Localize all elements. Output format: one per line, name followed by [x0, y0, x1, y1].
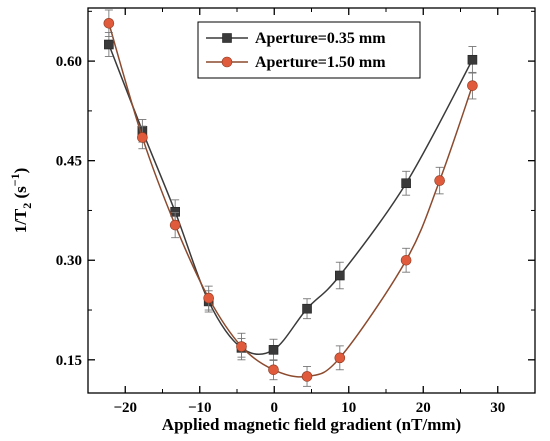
data-point-circle [400, 254, 412, 266]
x-tick-label: 10 [341, 400, 356, 416]
data-point-square [104, 39, 114, 50]
data-point-circle [334, 352, 346, 364]
fit-curve [108, 44, 474, 356]
legend-marker-circle [221, 56, 233, 68]
data-point-circle [203, 292, 214, 304]
x-tick-label: 0 [271, 400, 279, 416]
y-tick-label: 0.60 [56, 54, 82, 70]
y-tick-label: 0.30 [56, 253, 82, 269]
x-tick-label: 30 [490, 400, 505, 416]
data-point-circle [467, 80, 478, 91]
y-axis-title: 1/T2 (s−1) [8, 168, 34, 234]
legend-box [197, 21, 421, 79]
legend-label: Aperture=1.50 mm [255, 54, 386, 71]
x-tick-label: 20 [416, 400, 431, 416]
data-point-circle [434, 175, 445, 186]
data-point-circle [137, 132, 148, 143]
x-tick-label: −20 [113, 400, 137, 416]
data-point-square [467, 54, 478, 65]
data-point-square [401, 178, 411, 189]
series-2 [103, 9, 478, 387]
data-point-square [302, 303, 312, 314]
legend-marker-square [222, 33, 232, 43]
data-point-square [268, 345, 279, 355]
y-tick-label: 0.15 [56, 353, 82, 369]
axes: −20 −10 0 10 20 30 0.15 0.30 0.45 0.60 [56, 7, 536, 416]
y-tick-label: 0.45 [56, 154, 82, 170]
data-point-circle [103, 17, 115, 29]
x-tick-label: −10 [188, 400, 212, 416]
data-point-circle [236, 341, 247, 352]
data-point-circle [268, 364, 279, 376]
legend: Aperture=0.35 mm Aperture=1.50 mm [197, 21, 421, 79]
data-point-circle [301, 371, 313, 382]
plot-area [103, 9, 478, 387]
series-1 [104, 32, 478, 361]
x-axis-title: Applied magnetic field gradient (nT/mm) [162, 415, 461, 434]
legend-label: Aperture=0.35 mm [255, 30, 386, 47]
data-point-square [335, 270, 345, 281]
data-point-circle [169, 219, 181, 231]
